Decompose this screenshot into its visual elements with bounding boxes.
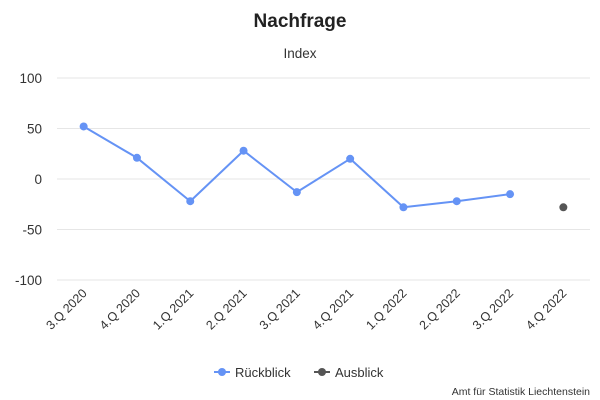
legend: Rückblick Ausblick xyxy=(214,365,384,380)
data-point[interactable] xyxy=(452,197,461,206)
y-tick-label: 100 xyxy=(19,71,42,86)
x-tick-label: 1.Q 2022 xyxy=(363,286,409,332)
x-tick-label: 2.Q 2021 xyxy=(203,286,249,332)
x-tick-label: 3.Q 2022 xyxy=(470,286,516,332)
legend-item[interactable]: Rückblick xyxy=(214,365,291,380)
x-tick-label: 1.Q 2021 xyxy=(150,286,196,332)
data-point[interactable] xyxy=(79,122,88,131)
data-point[interactable] xyxy=(399,203,408,212)
legend-marker xyxy=(318,368,326,376)
legend-item[interactable]: Ausblick xyxy=(314,365,384,380)
data-point[interactable] xyxy=(292,188,301,197)
x-axis: 3.Q 2020 4.Q 2020 1.Q 2021 2.Q 2021 3.Q 2021… xyxy=(44,286,570,332)
y-tick-label: -100 xyxy=(15,273,42,288)
grid xyxy=(57,77,590,281)
data-point[interactable] xyxy=(346,154,355,163)
data-point[interactable] xyxy=(186,197,195,206)
y-tick-label: 0 xyxy=(34,172,42,187)
series xyxy=(79,122,568,212)
y-tick-label: 50 xyxy=(27,122,42,137)
credits[interactable]: Amt für Statistik Liechtenstein xyxy=(452,386,590,398)
x-tick-label: 4.Q 2022 xyxy=(523,286,569,332)
y-tick-label: -50 xyxy=(22,223,42,238)
chart-title: Nachfrage xyxy=(254,11,347,32)
data-point[interactable] xyxy=(132,153,141,162)
x-tick-label: 4.Q 2021 xyxy=(310,286,356,332)
x-tick-label: 3.Q 2021 xyxy=(257,286,303,332)
x-tick-label: 2.Q 2022 xyxy=(417,286,463,332)
data-point[interactable] xyxy=(239,146,248,155)
y-axis: 100 50 0 -50 -100 xyxy=(15,71,42,288)
chart-subtitle: Index xyxy=(283,46,316,61)
data-point[interactable] xyxy=(506,190,515,199)
x-tick-label: 4.Q 2020 xyxy=(97,286,143,332)
legend-label: Ausblick xyxy=(335,365,384,380)
data-point[interactable] xyxy=(559,203,568,212)
x-tick-label: 3.Q 2020 xyxy=(44,286,90,332)
legend-label: Rückblick xyxy=(235,365,291,380)
legend-marker xyxy=(218,368,226,376)
